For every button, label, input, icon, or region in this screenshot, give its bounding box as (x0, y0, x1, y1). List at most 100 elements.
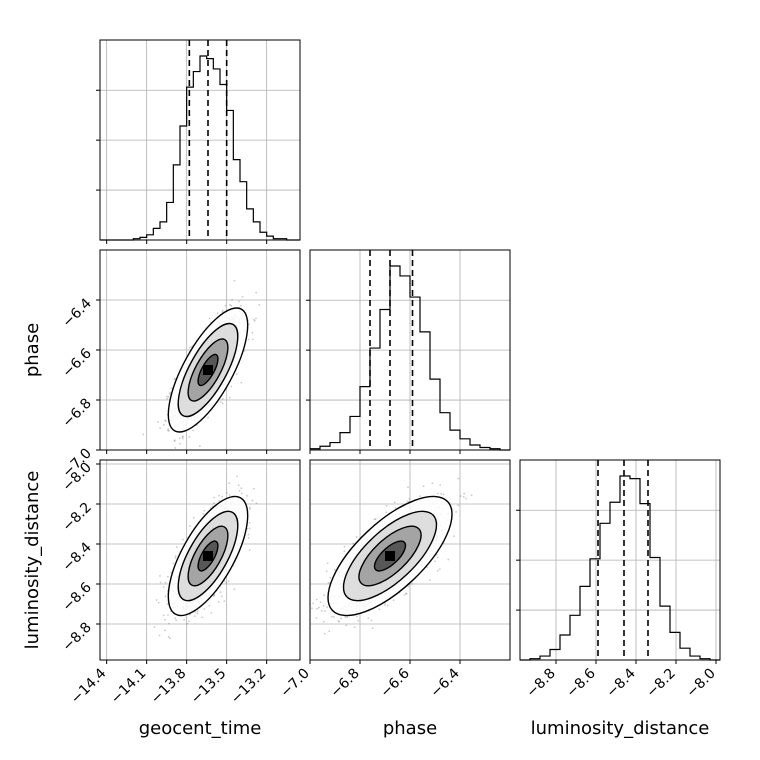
panel-frame (99, 39, 301, 241)
sample-point (160, 454, 162, 456)
sample-point (194, 615, 196, 618)
sample-point (166, 397, 169, 400)
sample-point (333, 616, 335, 618)
sample-point (247, 533, 250, 536)
sample-point (188, 620, 190, 623)
sample-point (322, 604, 325, 607)
sample-point (221, 495, 224, 498)
panel-content (142, 279, 261, 456)
sample-point (213, 496, 215, 499)
sample-point (203, 608, 206, 610)
sample-point (168, 392, 171, 395)
sample-point (255, 291, 258, 294)
sample-point (228, 304, 231, 306)
hist-step-geocent_time (100, 55, 300, 241)
sample-point (238, 300, 240, 303)
sample-point (218, 499, 221, 502)
sample-point (202, 513, 205, 515)
sample-point (240, 381, 243, 384)
sample-point (328, 630, 331, 633)
sample-point (175, 619, 178, 622)
sample-point (174, 557, 177, 559)
sample-point (208, 604, 211, 607)
sample-point (378, 608, 381, 611)
ylabel-luminosity-distance: luminosity_distance (22, 471, 43, 650)
sample-point (343, 550, 346, 553)
sample-point (240, 492, 243, 495)
sample-point (222, 309, 224, 312)
sample-point (237, 484, 240, 486)
sample-point (439, 484, 442, 486)
sample-point (407, 585, 410, 588)
sample-point (218, 494, 220, 497)
sample-point (192, 429, 194, 432)
sample-point (346, 616, 349, 619)
sample-point (174, 617, 177, 620)
sample-point (436, 569, 439, 572)
sample-point (251, 331, 254, 334)
sample-point (315, 617, 318, 619)
sample-point (248, 521, 251, 524)
sample-point (212, 595, 215, 597)
scatter-panel-geocent_time-phase (99, 249, 301, 456)
sample-point (407, 486, 409, 489)
sample-point (219, 591, 222, 594)
sample-point (356, 615, 358, 618)
sample-point (172, 562, 175, 565)
sample-point (178, 437, 181, 440)
sample-point (197, 610, 199, 612)
density-peak (203, 551, 213, 561)
sample-point (230, 304, 233, 307)
sample-point (224, 304, 227, 307)
sample-point (207, 416, 210, 419)
sample-point (440, 492, 442, 495)
sample-point (223, 600, 226, 603)
sample-point (246, 495, 248, 497)
sample-point (225, 582, 228, 584)
sample-point (196, 612, 199, 615)
sample-point (470, 494, 473, 497)
sample-point (162, 614, 165, 617)
sample-point (174, 447, 177, 449)
sample-point (174, 555, 177, 558)
sample-point (447, 558, 450, 561)
sample-point (392, 599, 395, 602)
sample-point (167, 636, 170, 638)
sample-point (181, 435, 184, 438)
sample-point (235, 373, 238, 375)
hist-step-phase (310, 265, 510, 451)
ylabel-phase: phase (22, 323, 43, 377)
sample-point (201, 616, 204, 619)
panel-frame (99, 459, 301, 661)
sample-point (248, 549, 251, 552)
sample-point (249, 508, 251, 510)
hist-panel-geocent_time (96, 39, 301, 241)
sample-point (158, 634, 161, 637)
sample-point (453, 535, 455, 538)
sample-point (194, 611, 197, 614)
sample-point (411, 582, 414, 585)
sample-point (248, 506, 251, 509)
sample-point (164, 629, 166, 632)
sample-point (157, 601, 160, 604)
sample-point (253, 318, 255, 321)
sample-point (159, 427, 161, 430)
sample-point (165, 395, 168, 398)
sample-point (385, 504, 388, 507)
sample-point (323, 594, 325, 597)
sample-point (384, 604, 386, 606)
sample-point (374, 518, 377, 521)
sample-point (238, 489, 241, 492)
sample-point (422, 485, 425, 488)
hist-step-luminosity_distance (520, 475, 720, 661)
sample-point (221, 397, 224, 400)
sample-point (164, 419, 167, 422)
sample-point (386, 604, 389, 607)
sample-point (167, 428, 170, 430)
sample-point (312, 602, 315, 605)
sample-point (169, 391, 172, 394)
sample-point (248, 323, 250, 326)
sample-point (240, 487, 243, 490)
sample-point (198, 445, 201, 447)
